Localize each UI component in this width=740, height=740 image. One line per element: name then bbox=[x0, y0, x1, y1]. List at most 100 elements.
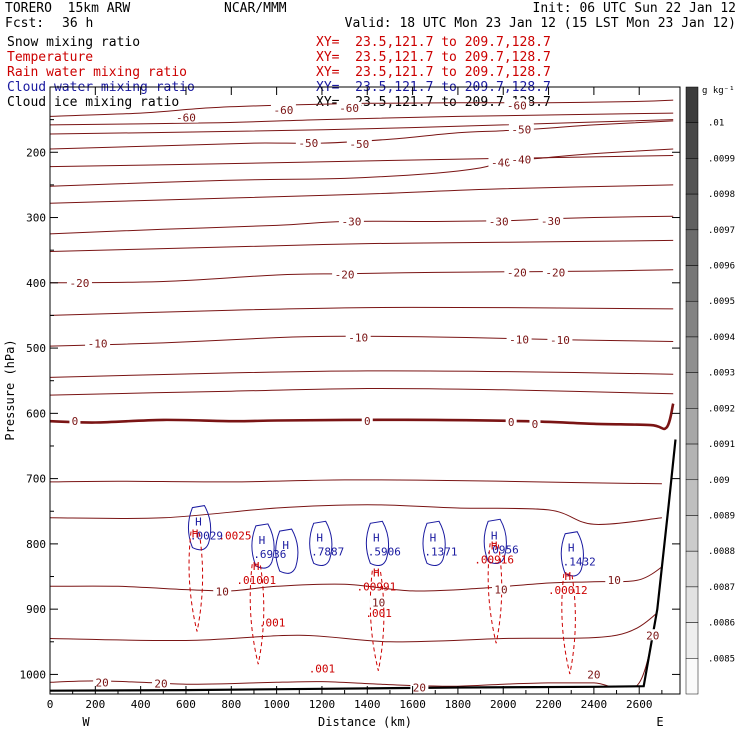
contour-label-bg bbox=[93, 676, 112, 688]
rain-water-max-value: .001 bbox=[365, 607, 392, 620]
contour-label: 10 bbox=[216, 586, 229, 599]
colorbar-label: .0091 bbox=[708, 440, 735, 450]
x-tick-label: 2200 bbox=[535, 698, 562, 711]
x-axis-west-label: W bbox=[82, 715, 90, 729]
contour-label: 20 bbox=[587, 668, 600, 681]
temperature-contour-line bbox=[49, 112, 674, 126]
contour-label: 20 bbox=[154, 678, 167, 691]
plot-frame bbox=[49, 86, 681, 695]
contour-label: 20 bbox=[646, 629, 659, 642]
colorbar-unit: g kg⁻¹ bbox=[702, 86, 735, 96]
cloud-water-contour bbox=[251, 523, 275, 569]
contour-label: -60 bbox=[273, 104, 293, 117]
rain-water-max-label: H bbox=[253, 560, 260, 573]
temperature-contour-minus10 bbox=[49, 335, 674, 347]
x-tick-label: 2400 bbox=[581, 698, 608, 711]
cloud-water-max-label: H bbox=[282, 539, 289, 552]
contour-label-bg bbox=[547, 334, 573, 346]
contour-label: -40 bbox=[511, 153, 531, 166]
temperature-contour-line bbox=[49, 479, 662, 485]
cloud-water-max-value: .0956 bbox=[486, 543, 519, 556]
temperature-contour-line bbox=[49, 608, 663, 643]
temperature-contour-minus60 bbox=[49, 99, 674, 117]
contour-label: -50 bbox=[349, 138, 369, 151]
x-tick-label: 800 bbox=[221, 698, 241, 711]
rain-water-contour bbox=[561, 573, 576, 675]
cloud-water-contour bbox=[309, 520, 333, 567]
colorbar-segment bbox=[685, 158, 699, 195]
contour-label: 10 bbox=[608, 574, 621, 587]
contour-label-bg bbox=[504, 99, 530, 111]
colorbar-segment bbox=[685, 443, 699, 481]
contour-label: -30 bbox=[541, 215, 561, 228]
colorbar-label: .0086 bbox=[708, 619, 735, 629]
x-tick-label: 600 bbox=[176, 698, 196, 711]
contour-label-bg bbox=[332, 268, 358, 280]
rain-water-max-value: .00991 bbox=[356, 581, 396, 594]
contour-label: -20 bbox=[70, 277, 90, 290]
contour-label-bg bbox=[152, 677, 171, 689]
temperature-contour-minus20 bbox=[49, 269, 674, 284]
y-tick-label: 900 bbox=[26, 603, 46, 616]
contour-label: -60 bbox=[176, 112, 196, 125]
colorbar-label: .0085 bbox=[708, 654, 735, 664]
x-axis-east-label: E bbox=[656, 715, 663, 729]
contour-label-bg bbox=[66, 276, 92, 288]
temperature-contour-line bbox=[49, 239, 674, 252]
contour-label: -10 bbox=[348, 332, 368, 345]
contour-label: 0 bbox=[72, 415, 79, 428]
colorbar-segment bbox=[685, 550, 699, 588]
contour-label-bg bbox=[410, 681, 429, 693]
rain-water-max-value: .01001 bbox=[236, 574, 276, 587]
cloud-water-contour bbox=[187, 505, 212, 551]
rain-water-max-label: H bbox=[192, 528, 199, 541]
contour-label: -40 bbox=[491, 157, 511, 170]
y-tick-label: 800 bbox=[26, 538, 46, 551]
colorbar-segment bbox=[685, 372, 699, 409]
colorbar-segment bbox=[685, 229, 699, 266]
x-tick-label: 0 bbox=[47, 698, 54, 711]
temperature-contour-line bbox=[49, 155, 674, 168]
cloud-water-contour bbox=[483, 518, 507, 565]
rain-water-max-value: .0025 bbox=[218, 530, 251, 543]
colorbar-segment bbox=[685, 479, 699, 516]
colorbar-segment bbox=[685, 515, 699, 552]
temperature-contour-line bbox=[49, 119, 674, 135]
rain-water-contour bbox=[487, 542, 503, 644]
contour-label-bg bbox=[295, 137, 321, 149]
cloud-water-max-label: H bbox=[491, 529, 498, 542]
colorbar-segment bbox=[685, 658, 699, 695]
contour-label: -10 bbox=[88, 338, 108, 351]
temperature-contour-minus50 bbox=[49, 120, 674, 150]
field-name-temperature: Temperature bbox=[7, 50, 94, 65]
contour-label-bg bbox=[486, 215, 512, 227]
temperature-contour-line bbox=[49, 370, 674, 378]
cloud-water-max-label: H bbox=[195, 516, 202, 529]
cloud-water-max-label: H bbox=[430, 531, 437, 544]
field-xy-snow: XY= 23.5,121.7 to 209.7,128.7 bbox=[316, 35, 551, 50]
colorbar-segment bbox=[685, 622, 699, 659]
temperature-contour-line bbox=[49, 504, 662, 525]
contour-label-bg bbox=[508, 153, 534, 165]
contour-label: -20 bbox=[545, 266, 565, 279]
colorbar-segment bbox=[685, 586, 699, 623]
contour-label-bg bbox=[505, 415, 517, 427]
cloud-water-max-label: H bbox=[568, 542, 575, 555]
colorbar-segment bbox=[685, 265, 699, 302]
contour-label: -30 bbox=[489, 215, 509, 228]
contour-label-bg bbox=[336, 101, 362, 113]
contour-label-bg bbox=[85, 337, 111, 349]
colorbar-label: .0089 bbox=[708, 511, 735, 521]
colorbar-label: .0087 bbox=[708, 583, 735, 593]
valid-time: Valid: 18 UTC Mon 23 Jan 12 (15 LST Mon … bbox=[344, 16, 736, 31]
contour-label: -50 bbox=[511, 123, 531, 136]
contour-label: -10 bbox=[509, 334, 529, 347]
cloud-water-contour bbox=[365, 520, 390, 567]
contour-label: 0 bbox=[364, 415, 371, 428]
colorbar-label: .0096 bbox=[708, 262, 735, 272]
contour-label-bg bbox=[542, 266, 568, 278]
cloud-water-max-label: H bbox=[316, 531, 323, 544]
contour-label: 10 bbox=[372, 597, 385, 610]
contour-label: -60 bbox=[507, 99, 527, 112]
